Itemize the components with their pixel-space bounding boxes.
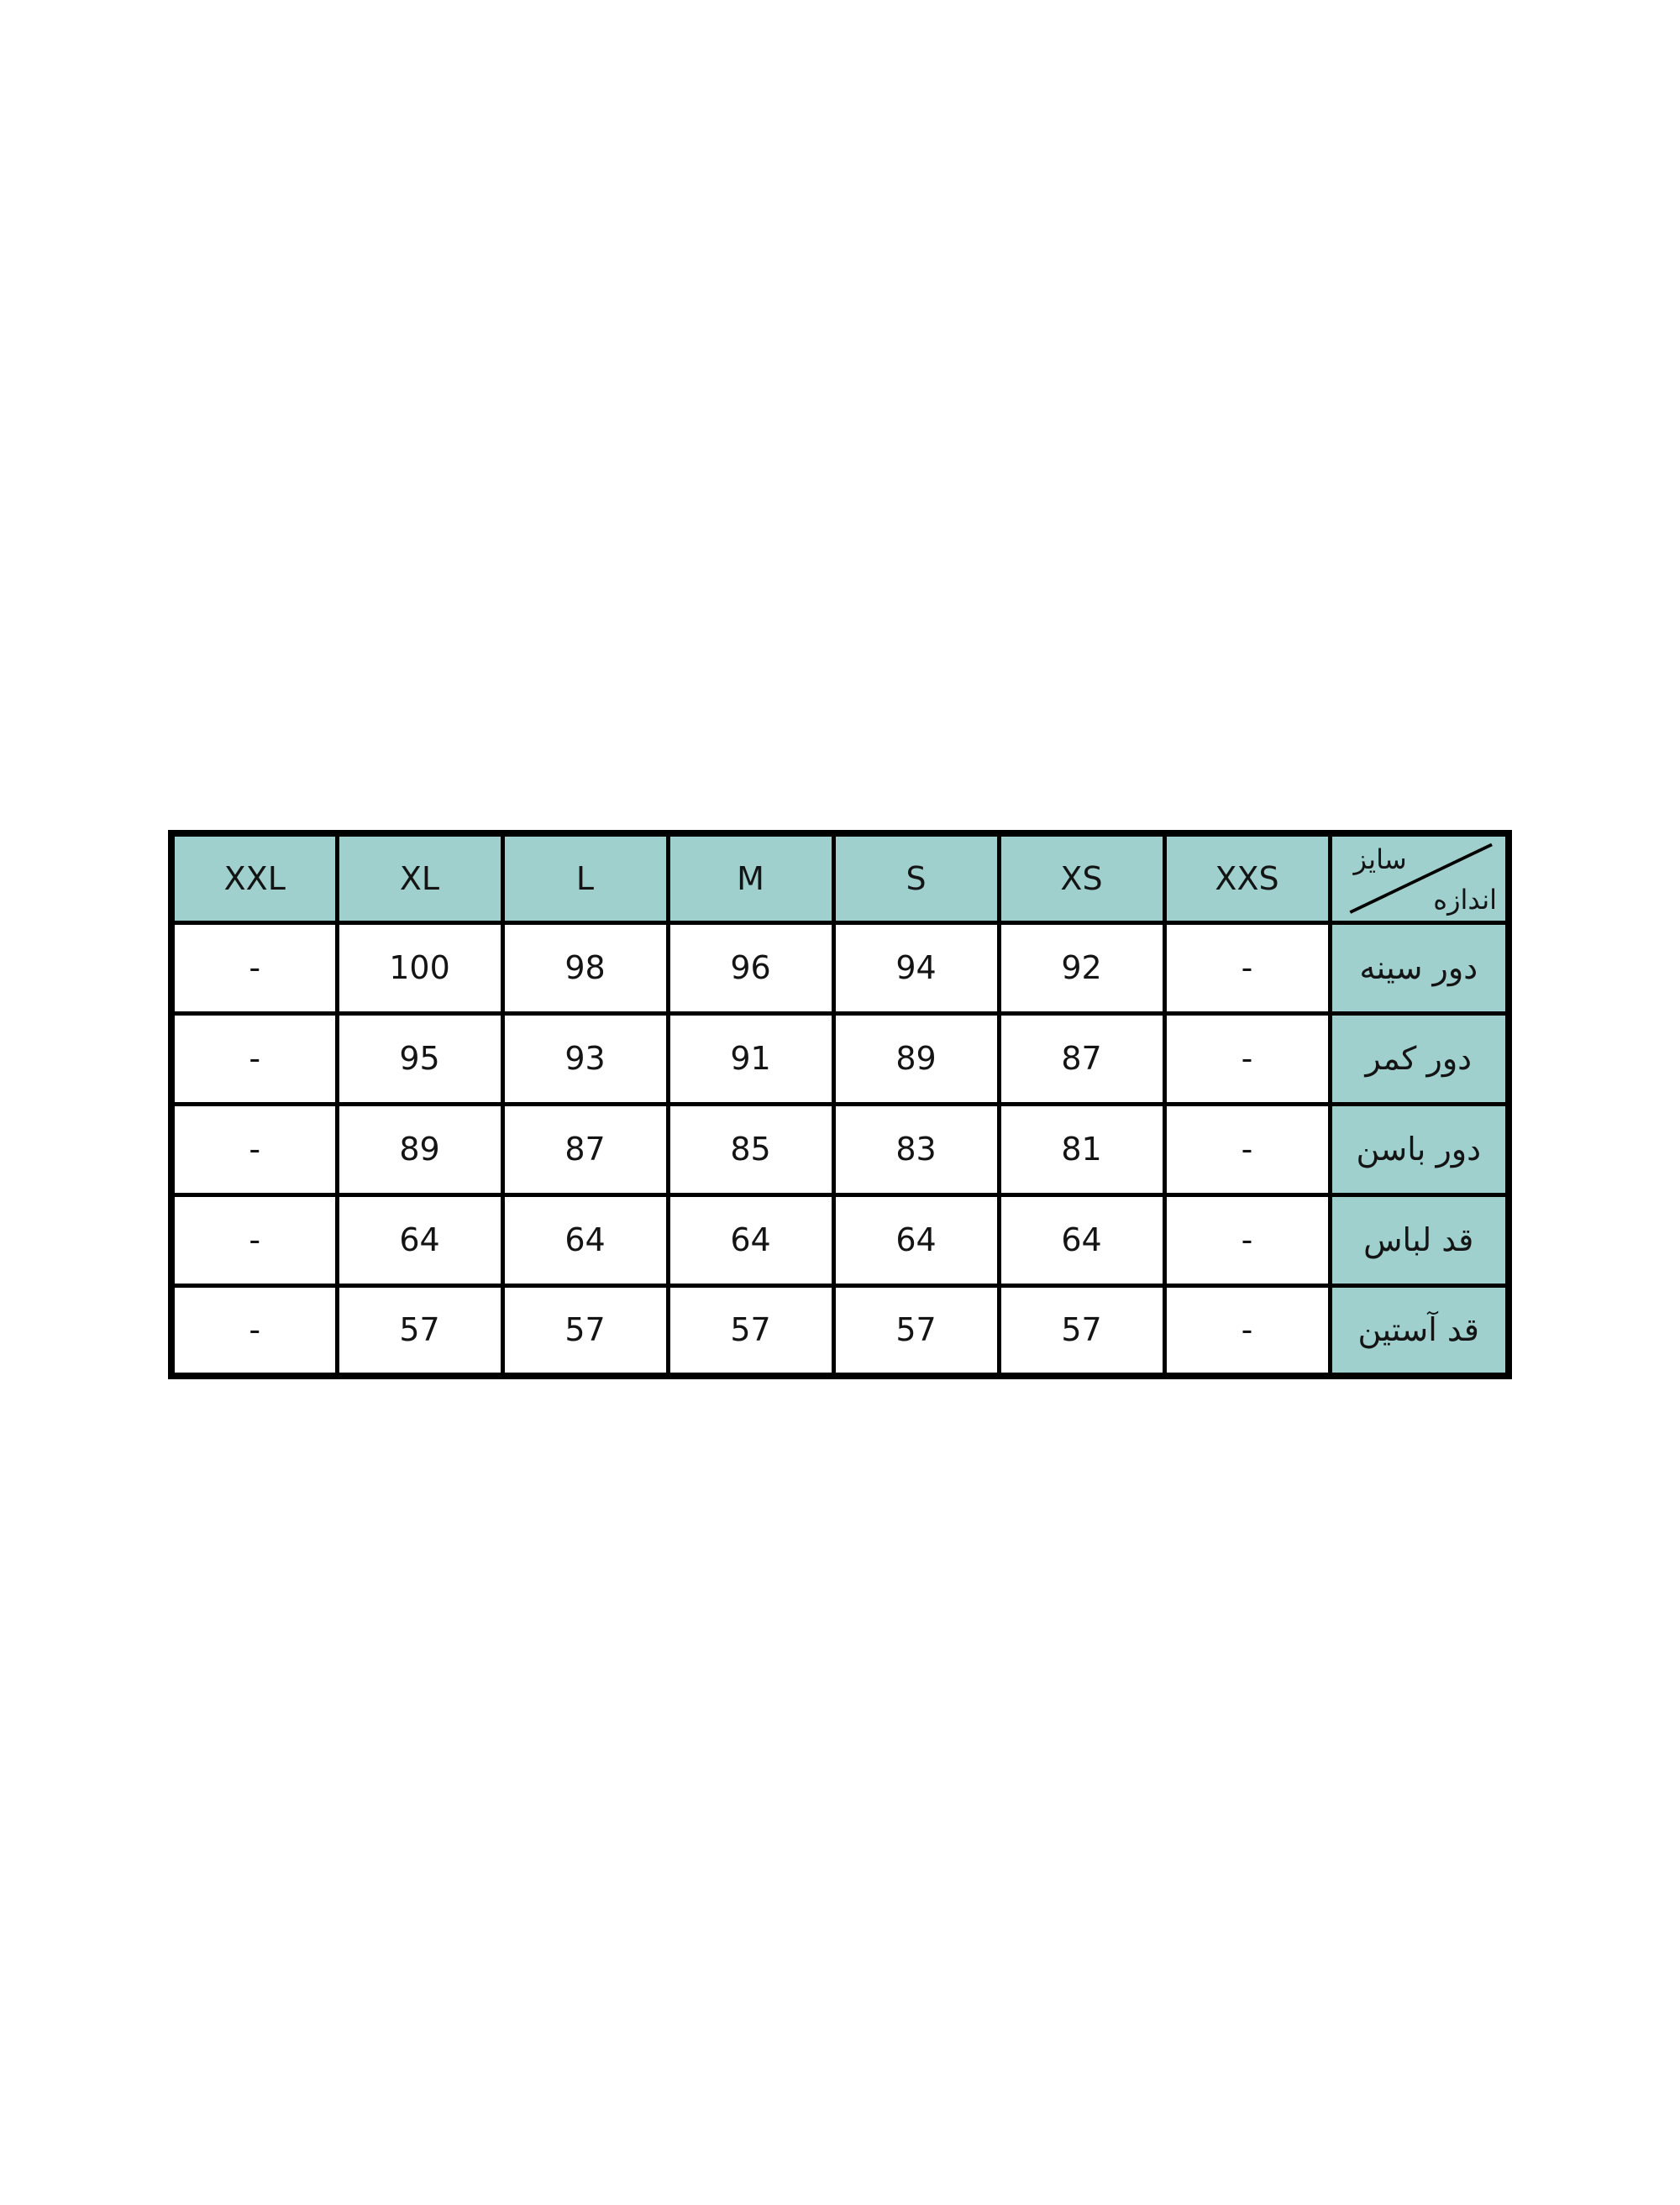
value-cell: 87	[500, 1101, 670, 1197]
value-cell: 94	[831, 920, 1001, 1016]
column-header-l: L	[500, 831, 670, 925]
table-header: XXL XL L M S XS XXS سایز اندازه	[169, 831, 1511, 925]
value-cell: -	[169, 1011, 339, 1106]
column-header-xs: XS	[996, 831, 1167, 925]
value-cell: 93	[500, 1011, 670, 1106]
corner-measure-label: اندازه	[1433, 883, 1497, 916]
value-cell: -	[169, 1192, 339, 1288]
value-cell: 57	[334, 1283, 505, 1378]
value-cell: -	[169, 920, 339, 1016]
value-cell: 96	[665, 920, 836, 1016]
value-cell: 98	[500, 920, 670, 1016]
table-row: -89 87 85 83 81- دور باسن	[169, 1101, 1511, 1197]
value-cell: -	[1162, 1101, 1332, 1197]
value-cell: 64	[334, 1192, 505, 1288]
value-cell: 87	[996, 1011, 1167, 1106]
value-cell: 89	[334, 1101, 505, 1197]
row-label: قد آستین	[1327, 1283, 1511, 1378]
value-cell: 64	[996, 1192, 1167, 1288]
column-header-xl: XL	[334, 831, 505, 925]
column-header-s: S	[831, 831, 1001, 925]
value-cell: 57	[831, 1283, 1001, 1378]
size-chart-table: XXL XL L M S XS XXS سایز اندازه -100 98 96 94 92- د…	[168, 830, 1512, 1379]
column-header-xxl: XXL	[169, 831, 339, 925]
value-cell: -	[169, 1283, 339, 1378]
table-row: -95 93 91 89 87- دور کمر	[169, 1011, 1511, 1106]
row-label: دور سینه	[1327, 920, 1511, 1016]
value-cell: 89	[831, 1011, 1001, 1106]
row-label: دور باسن	[1327, 1101, 1511, 1197]
table-row: -64 64 64 64 64- قد لباس	[169, 1192, 1511, 1288]
row-label: قد لباس	[1327, 1192, 1511, 1288]
table-body: -100 98 96 94 92- دور سینه -95 93 91 89 87- دور کمر…	[169, 920, 1511, 1378]
value-cell: 81	[996, 1101, 1167, 1197]
value-cell: 64	[500, 1192, 670, 1288]
value-cell: -	[1162, 920, 1332, 1016]
value-cell: -	[1162, 1011, 1332, 1106]
value-cell: 57	[996, 1283, 1167, 1378]
value-cell: 64	[665, 1192, 836, 1288]
corner-size-label: سایز	[1353, 843, 1407, 875]
value-cell: 64	[831, 1192, 1001, 1288]
value-cell: 83	[831, 1101, 1001, 1197]
value-cell: -	[1162, 1283, 1332, 1378]
value-cell: 95	[334, 1011, 505, 1106]
corner-header-cell: سایز اندازه	[1327, 831, 1511, 925]
header-row: XXL XL L M S XS XXS سایز اندازه	[169, 831, 1511, 925]
value-cell: -	[169, 1101, 339, 1197]
value-cell: 85	[665, 1101, 836, 1197]
value-cell: 57	[500, 1283, 670, 1378]
column-header-xxs: XXS	[1162, 831, 1332, 925]
table-row: -57 57 57 57 57- قد آستین	[169, 1283, 1511, 1378]
column-header-m: M	[665, 831, 836, 925]
value-cell: 92	[996, 920, 1167, 1016]
value-cell: 91	[665, 1011, 836, 1106]
row-label: دور کمر	[1327, 1011, 1511, 1106]
value-cell: 57	[665, 1283, 836, 1378]
value-cell: 100	[334, 920, 505, 1016]
table-row: -100 98 96 94 92- دور سینه	[169, 920, 1511, 1016]
diagonal-line	[1348, 843, 1493, 914]
value-cell: -	[1162, 1192, 1332, 1288]
